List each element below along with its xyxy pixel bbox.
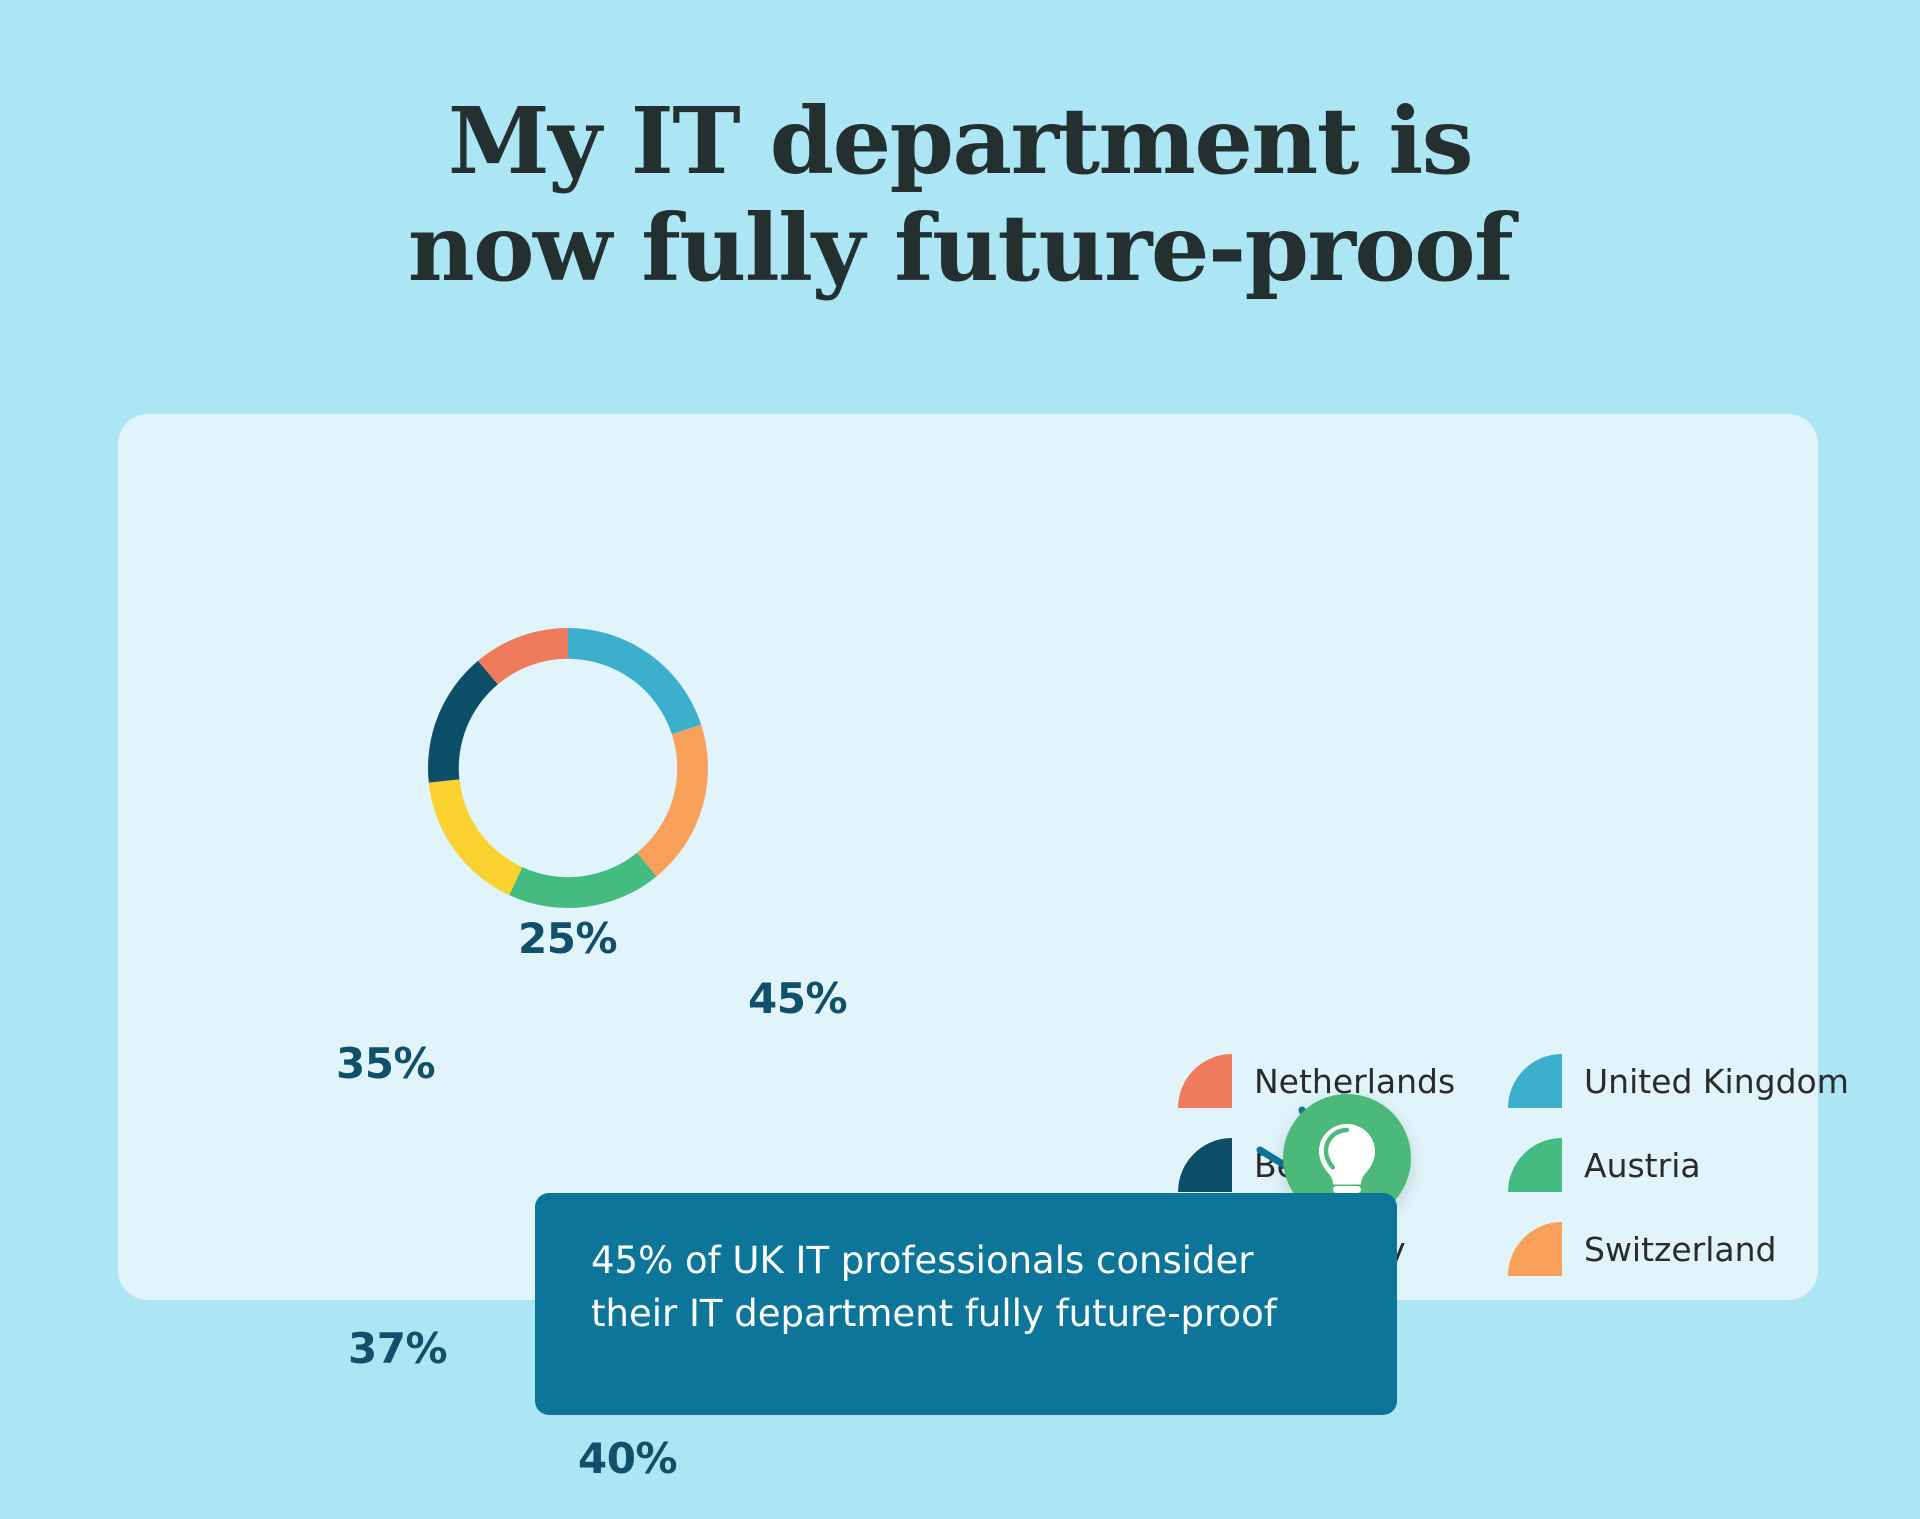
pct-label-austria: 40% bbox=[578, 1434, 678, 1483]
legend-swatch-icon bbox=[1178, 1138, 1232, 1192]
legend-swatch-icon bbox=[1508, 1138, 1562, 1192]
callout-box: 45% of UK IT professionals consider thei… bbox=[535, 1193, 1397, 1415]
legend-item-switzerland[interactable]: Switzerland bbox=[1508, 1222, 1798, 1276]
legend-item-united-kingdom[interactable]: United Kingdom bbox=[1508, 1054, 1849, 1108]
donut-chart-svg bbox=[428, 628, 708, 908]
pct-label-united-kingdom: 45% bbox=[748, 974, 848, 1023]
pct-label-netherlands: 25% bbox=[518, 914, 618, 963]
donut-segment bbox=[428, 660, 498, 783]
donut-chart bbox=[318, 518, 818, 1018]
legend-label: Austria bbox=[1584, 1145, 1701, 1185]
legend-swatch-icon bbox=[1508, 1054, 1562, 1108]
donut-segment bbox=[568, 628, 702, 735]
donut-segment bbox=[637, 724, 708, 877]
donut-segment-group bbox=[428, 628, 708, 908]
legend-swatch-icon bbox=[1508, 1222, 1562, 1276]
legend-item-netherlands[interactable]: Netherlands bbox=[1178, 1054, 1508, 1108]
legend-label: United Kingdom bbox=[1584, 1061, 1849, 1101]
legend-label: Switzerland bbox=[1584, 1229, 1777, 1269]
legend-item-austria[interactable]: Austria bbox=[1508, 1138, 1798, 1192]
page-title: My IT department is now fully future-pro… bbox=[0, 88, 1920, 301]
donut-segment bbox=[428, 779, 523, 896]
title-line-1: My IT department is bbox=[447, 87, 1474, 195]
pct-label-belgium: 35% bbox=[336, 1039, 436, 1088]
chart-card: 25% 45% 43% 40% 37% 35% Netherlands Unit… bbox=[118, 414, 1849, 1483]
legend-swatch-icon bbox=[1178, 1054, 1232, 1108]
donut-segment bbox=[509, 852, 657, 908]
pct-label-germany: 37% bbox=[348, 1324, 448, 1373]
donut-segment bbox=[478, 628, 568, 685]
callout-text: 45% of UK IT professionals consider thei… bbox=[591, 1239, 1277, 1335]
title-line-2: now fully future-proof bbox=[407, 193, 1514, 302]
